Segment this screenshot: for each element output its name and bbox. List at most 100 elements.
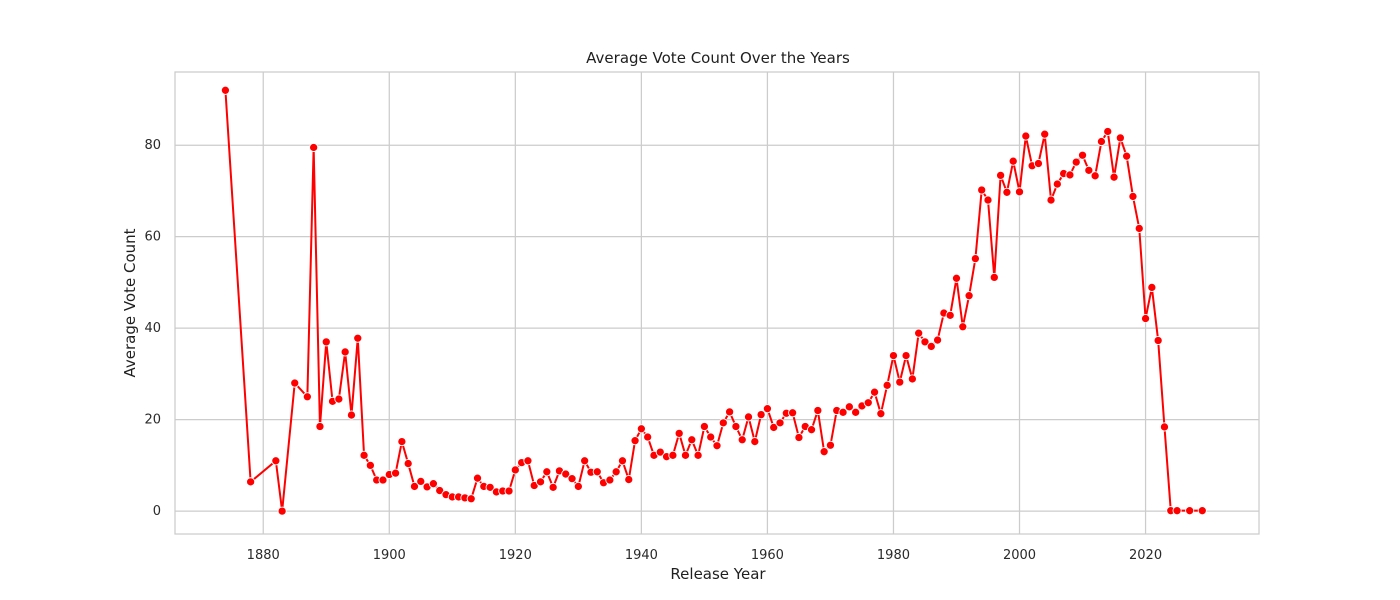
data-point-marker [668,450,678,460]
data-point-marker [1159,422,1170,432]
data-point-marker [466,494,476,504]
data-point-marker [870,387,880,397]
x-tick-label: 1920 [499,548,532,563]
data-point-marker [680,450,691,460]
data-point-marker [435,485,445,496]
data-point-marker [504,486,514,496]
data-point-marker [756,410,766,420]
data-point-marker [365,460,375,470]
data-point-marker [510,465,520,475]
data-point-marker [1014,187,1025,197]
y-axis-label: Average Vote Count [121,228,139,377]
data-point-marker [542,467,552,477]
data-point-marker [1096,136,1106,147]
data-point-marker [315,421,325,432]
data-point-marker [409,481,420,491]
data-point-marker [1052,179,1062,189]
data-point-marker [277,506,287,516]
data-point-marker [605,475,615,485]
data-point-marker [334,394,344,404]
data-point-marker [958,322,968,332]
data-point-marker [1115,133,1125,143]
data-point-marker [1002,187,1012,197]
data-point-marker [416,476,426,486]
data-point-marker [762,404,772,414]
data-point-marker [674,428,684,438]
y-tick-label: 60 [144,230,161,245]
data-point-marker [592,467,602,477]
x-tick-label: 1940 [625,548,658,563]
data-point-marker [353,333,363,343]
data-point-marker [876,409,886,419]
data-point-marker [907,374,917,384]
data-point-marker [309,142,319,153]
data-point-marker [1021,131,1031,141]
data-point-marker [1103,126,1113,137]
data-point-marker [1077,150,1088,160]
data-point-marker [624,475,634,485]
x-tick-label: 1980 [877,548,910,563]
data-point-marker [485,482,495,492]
data-point-marker [901,351,911,361]
data-point-marker [397,437,407,447]
data-point-marker [1153,335,1163,346]
data-point-marker [548,482,558,492]
data-point-marker [706,432,716,442]
data-point-marker [472,473,483,483]
data-point-marker [731,421,741,432]
y-tick-label: 80 [144,138,161,153]
x-axis-label: Release Year [670,565,766,583]
data-point-marker [737,435,747,445]
data-point-marker [970,254,980,264]
data-point-marker [813,405,823,416]
data-point-marker [920,337,930,347]
data-point-marker [1033,158,1043,169]
data-point-marker [1147,282,1157,292]
data-point-marker [636,424,646,434]
data-point-marker [1128,191,1138,201]
data-point-marker [1090,171,1100,181]
data-point-marker [825,440,835,450]
x-tick-label: 2000 [1003,548,1036,563]
data-point-marker [882,380,892,390]
data-point-marker [340,347,350,357]
data-point-marker [1071,157,1081,167]
data-point-marker [844,402,854,412]
data-point-marker [630,436,640,446]
data-point-marker [769,422,779,432]
chart-title: Average Vote Count Over the Years [586,49,850,67]
data-point-marker [1084,165,1094,175]
data-point-marker [523,456,533,466]
data-point-marker [391,468,401,478]
data-point-marker [687,435,697,445]
gridlines [175,72,1259,534]
data-point-marker [561,469,571,479]
data-point-marker [895,377,905,387]
data-point-marker [302,392,312,402]
x-tick-label: 1880 [247,548,280,563]
data-point-marker [246,477,256,487]
data-point-marker [819,447,829,457]
data-point-marker [743,412,754,422]
data-point-marker [983,195,993,205]
data-point-marker [775,418,785,428]
data-point-marker [1008,156,1018,166]
y-tick-label: 20 [144,413,161,428]
data-point-marker [611,467,621,477]
data-point-marker [788,408,798,418]
x-tick-label: 1960 [751,548,784,563]
data-point-marker [359,450,369,460]
series-markers [220,85,1207,516]
data-point-marker [573,481,583,491]
data-point-marker [693,450,703,460]
data-point-marker [1172,506,1182,516]
data-point-marker [718,418,728,428]
data-point-marker [535,477,546,487]
data-point-marker [914,328,924,338]
x-tick-label: 2020 [1129,548,1162,563]
data-point-marker [567,474,577,484]
data-point-marker [1141,314,1151,324]
